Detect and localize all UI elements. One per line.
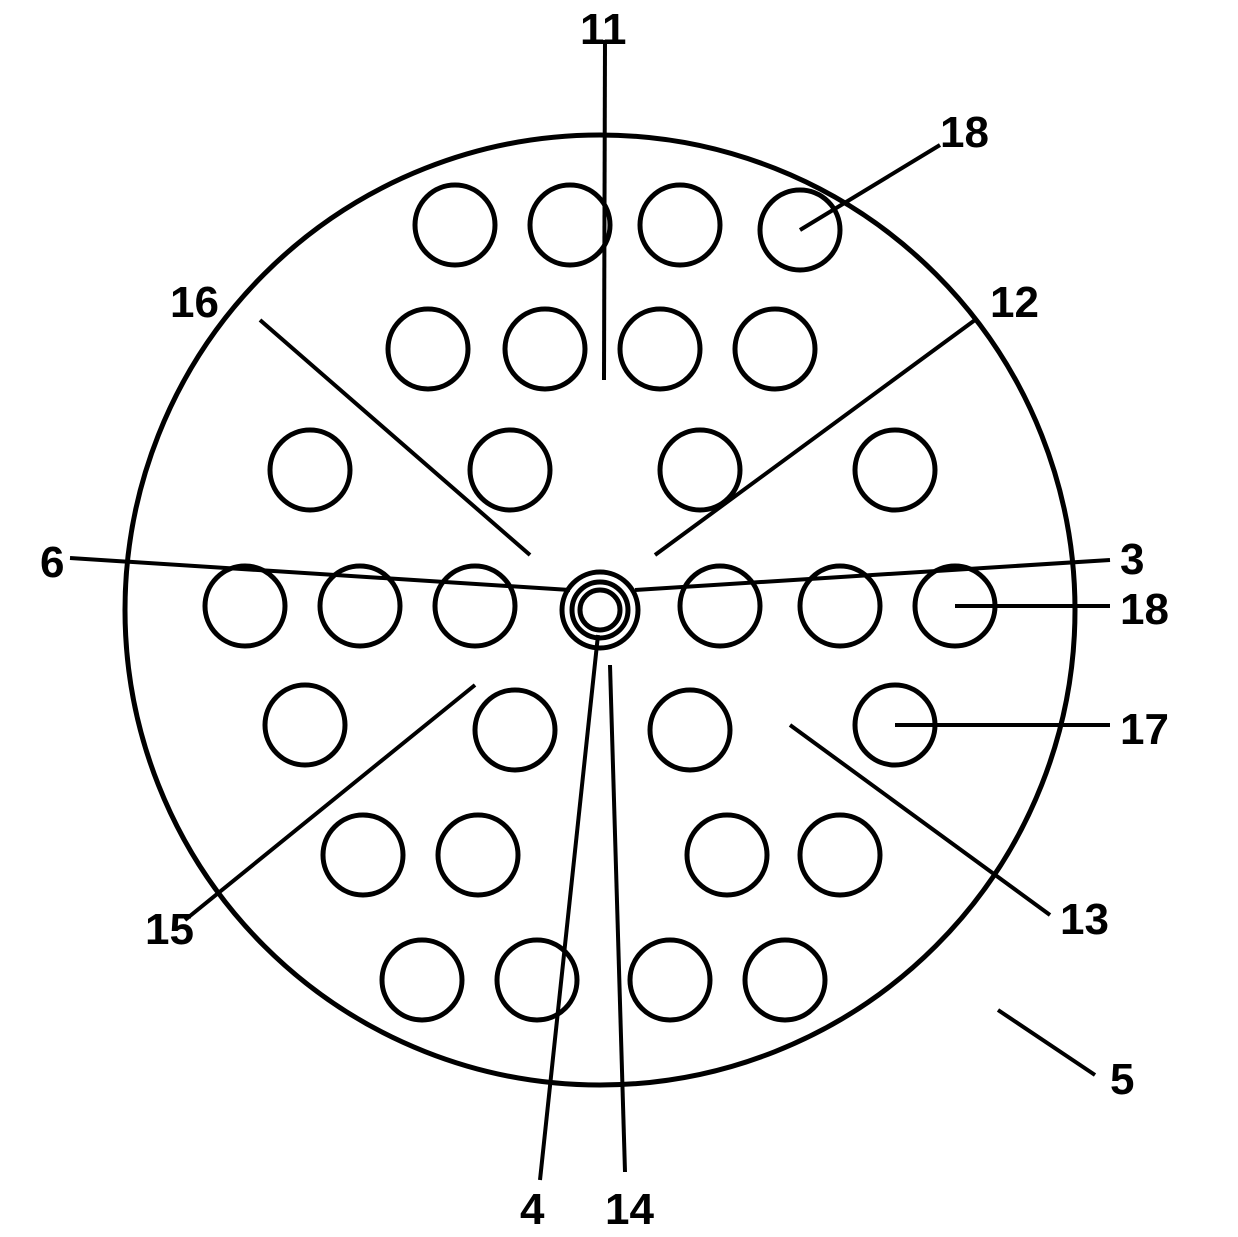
label-3: 3 [1120, 535, 1144, 585]
hole-27 [497, 940, 577, 1020]
main-circle [125, 135, 1075, 1085]
hole-23 [438, 815, 518, 895]
hole-19 [475, 690, 555, 770]
hole-5 [505, 309, 585, 389]
hole-0 [415, 185, 495, 265]
hole-24 [687, 815, 767, 895]
hole-12 [205, 566, 285, 646]
technical-diagram [0, 0, 1238, 1237]
hole-7 [735, 309, 815, 389]
label-17: 17 [1120, 705, 1169, 755]
label-18b: 18 [1120, 585, 1169, 635]
hole-1 [530, 185, 610, 265]
label-5: 5 [1110, 1055, 1134, 1105]
hole-6 [620, 309, 700, 389]
label-12: 12 [990, 278, 1039, 328]
leader-line-5 [998, 1010, 1095, 1075]
hole-4 [388, 309, 468, 389]
center-circle-2 [580, 590, 620, 630]
hole-28 [630, 940, 710, 1020]
hole-14 [435, 566, 515, 646]
label-11: 11 [580, 5, 627, 55]
hole-10 [660, 430, 740, 510]
hole-8 [270, 430, 350, 510]
leader-line-15 [185, 685, 475, 920]
hole-26 [382, 940, 462, 1020]
hole-29 [745, 940, 825, 1020]
label-4: 4 [520, 1185, 544, 1235]
hole-9 [470, 430, 550, 510]
label-15: 15 [145, 905, 194, 955]
label-16: 16 [170, 278, 219, 328]
hole-11 [855, 430, 935, 510]
leader-line-14 [610, 665, 625, 1172]
hole-18 [265, 685, 345, 765]
hole-25 [800, 815, 880, 895]
label-18: 18 [940, 108, 989, 158]
label-6: 6 [40, 538, 64, 588]
leader-line-4 [540, 635, 598, 1180]
hole-20 [650, 690, 730, 770]
hole-15 [680, 566, 760, 646]
hole-22 [323, 815, 403, 895]
label-13: 13 [1060, 895, 1109, 945]
hole-2 [640, 185, 720, 265]
label-14: 14 [605, 1185, 654, 1235]
